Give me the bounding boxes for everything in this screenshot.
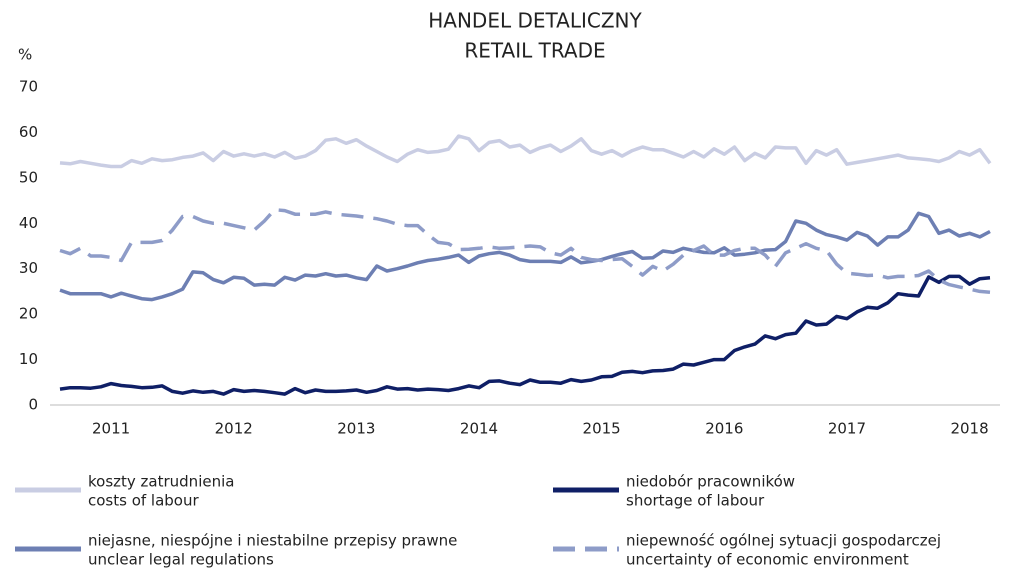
y-tick-label: 40 — [19, 214, 38, 232]
chart-title: HANDEL DETALICZNY — [428, 9, 642, 33]
y-tick-label: 10 — [19, 350, 38, 368]
x-tick-label: 2015 — [583, 420, 621, 438]
x-tick-label: 2017 — [828, 420, 866, 438]
legend-label: niedobór pracowników — [626, 473, 795, 491]
legend-label: koszty zatrudnienia — [88, 473, 234, 491]
y-tick-label: 50 — [19, 168, 38, 186]
y-tick-label: 70 — [19, 78, 38, 96]
x-tick-label: 2011 — [92, 420, 130, 438]
y-axis-label: % — [18, 46, 32, 64]
x-tick-label: 2014 — [460, 420, 498, 438]
legend-label: unclear legal regulations — [88, 551, 274, 569]
y-tick-label: 20 — [19, 305, 38, 323]
y-tick-label: 60 — [19, 123, 38, 141]
legend-label: niejasne, niespójne i niestabilne przepi… — [88, 532, 457, 550]
x-tick-label: 2012 — [215, 420, 253, 438]
legend-label: uncertainty of economic environment — [626, 551, 909, 569]
series-line — [59, 274, 991, 396]
series-line — [59, 134, 992, 169]
chart-subtitle: RETAIL TRADE — [464, 39, 605, 63]
legend-label: costs of labour — [88, 492, 199, 510]
series-line — [59, 207, 991, 295]
x-tick-label: 2016 — [705, 420, 743, 438]
y-tick-label: 0 — [28, 396, 38, 414]
legend-label: shortage of labour — [626, 492, 765, 510]
x-tick-label: 2018 — [950, 420, 988, 438]
x-tick-label: 2013 — [337, 420, 375, 438]
y-tick-label: 30 — [19, 259, 38, 277]
series-line — [59, 211, 991, 302]
legend-label: niepewność ogólnej sytuacji gospodarczej — [626, 532, 941, 550]
